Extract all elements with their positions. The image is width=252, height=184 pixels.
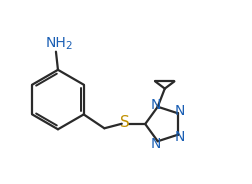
Text: NH: NH [46, 36, 66, 50]
Text: N: N [150, 98, 161, 112]
Text: S: S [120, 115, 130, 130]
Text: 2: 2 [66, 41, 72, 51]
Text: N: N [175, 104, 185, 118]
Text: N: N [175, 130, 185, 144]
Text: N: N [150, 137, 161, 151]
